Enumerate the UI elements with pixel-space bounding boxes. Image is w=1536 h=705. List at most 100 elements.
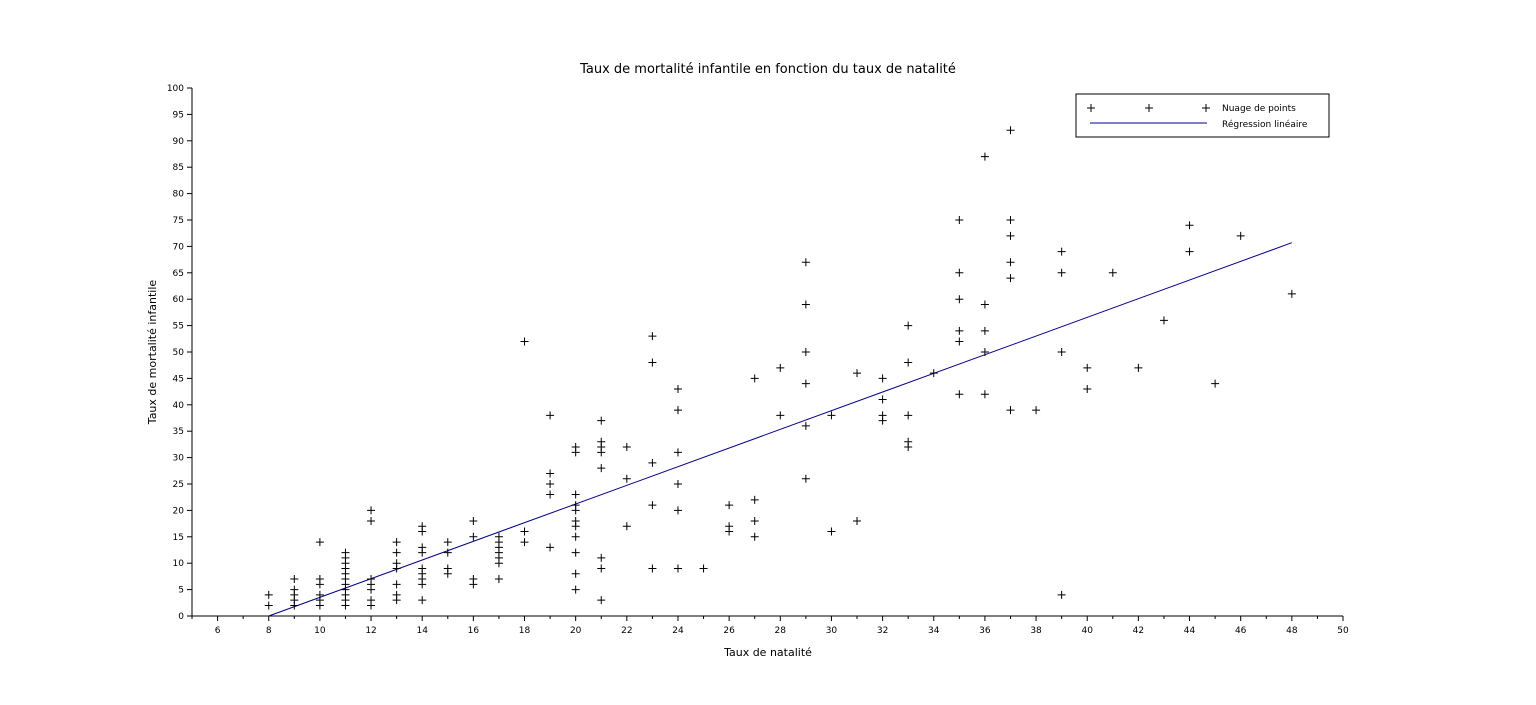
y-tick-label: 60 <box>173 295 185 305</box>
y-tick-label: 5 <box>178 586 184 596</box>
data-point <box>878 395 887 404</box>
data-point <box>955 216 964 224</box>
legend: Nuage de points Régression linéaire <box>1075 93 1330 138</box>
y-tick-label: 25 <box>173 480 184 490</box>
data-point <box>1057 247 1066 256</box>
data-point <box>980 152 989 161</box>
data-point <box>443 564 452 573</box>
y-tick-label: 0 <box>178 612 184 622</box>
data-point <box>392 538 401 547</box>
y-tick-label: 55 <box>173 322 184 332</box>
data-point <box>1006 274 1015 283</box>
data-point <box>827 411 836 420</box>
legend-label-regression: Régression linéaire <box>1222 119 1308 130</box>
data-point <box>392 580 401 589</box>
y-tick-label: 100 <box>167 84 184 94</box>
legend-box <box>1075 93 1330 138</box>
regression-line <box>268 242 1293 617</box>
legend-marker-points <box>1087 104 1095 112</box>
data-point <box>571 585 580 594</box>
data-point <box>699 564 708 573</box>
x-tick-label: 28 <box>775 626 787 636</box>
data-point <box>1287 289 1296 298</box>
data-point <box>904 358 913 367</box>
x-tick-label: 16 <box>468 626 480 636</box>
data-point <box>290 585 299 594</box>
data-point <box>801 300 810 309</box>
data-point <box>1185 247 1194 256</box>
data-point <box>1236 231 1245 240</box>
data-point <box>469 575 478 584</box>
y-tick-label: 50 <box>173 348 185 358</box>
data-point <box>367 596 376 605</box>
y-tick-label: 70 <box>173 242 185 252</box>
data-point <box>341 548 350 557</box>
data-point <box>622 522 631 531</box>
data-point <box>980 348 989 356</box>
data-point <box>443 538 452 547</box>
data-point <box>315 538 324 547</box>
data-point <box>648 458 657 467</box>
data-point <box>443 548 452 557</box>
x-tick-label: 40 <box>1081 626 1093 636</box>
data-point <box>597 564 606 573</box>
data-point <box>955 268 964 277</box>
x-tick-label: 24 <box>672 626 684 636</box>
data-point <box>1083 363 1092 372</box>
y-tick-label: 95 <box>173 110 184 120</box>
y-tick-label: 80 <box>173 190 185 200</box>
data-point <box>673 506 682 515</box>
plot-area <box>264 126 1296 617</box>
data-point <box>1159 316 1168 325</box>
data-point <box>955 337 964 346</box>
data-point <box>418 522 427 531</box>
x-tick-label: 30 <box>826 626 838 636</box>
data-point <box>1083 384 1092 393</box>
x-tick-label: 38 <box>1030 626 1042 636</box>
data-point <box>980 300 989 309</box>
data-point <box>673 406 682 415</box>
data-point <box>1006 406 1015 415</box>
data-point <box>546 480 555 488</box>
data-point <box>929 369 938 378</box>
data-point <box>622 474 631 483</box>
data-point <box>315 590 324 599</box>
data-point <box>392 590 401 599</box>
legend-marker-points <box>1145 104 1153 112</box>
y-ticks: 0 5 10 15 20 25 30 35 40 45 50 55 60 65 70 75 80 85 90 95 10… <box>167 84 192 622</box>
data-point <box>571 443 580 452</box>
data-point <box>546 543 555 552</box>
data-point <box>597 553 606 562</box>
data-point <box>750 495 759 504</box>
x-ticks: 6 8 10 12 14 16 18 20 22 24 26 28 30 32 34 36 38 40 42 44 46… <box>191 616 1349 636</box>
data-point <box>546 469 555 478</box>
x-tick-label: 34 <box>928 626 940 636</box>
data-point <box>750 532 759 541</box>
data-point <box>801 421 810 430</box>
data-point <box>750 516 759 525</box>
data-point <box>980 326 989 335</box>
data-point <box>264 601 273 610</box>
data-point <box>955 326 964 335</box>
data-point <box>571 532 580 541</box>
x-tick-label: 26 <box>723 626 735 636</box>
x-tick-label: 22 <box>621 626 632 636</box>
data-point <box>648 358 657 367</box>
y-tick-label: 15 <box>173 533 184 543</box>
data-point <box>392 548 401 557</box>
y-tick-label: 90 <box>173 137 185 147</box>
data-point <box>1006 258 1015 267</box>
data-point <box>571 501 580 510</box>
data-point <box>290 575 299 584</box>
data-point <box>648 332 657 341</box>
y-tick-label: 65 <box>173 269 184 279</box>
data-point <box>648 564 657 573</box>
x-tick-label: 12 <box>365 626 376 636</box>
x-tick-label: 44 <box>1184 626 1196 636</box>
data-point <box>418 564 427 573</box>
data-point <box>264 590 273 599</box>
data-point <box>648 501 657 510</box>
data-point <box>1108 268 1117 277</box>
data-point <box>853 516 862 525</box>
data-point <box>673 480 682 488</box>
